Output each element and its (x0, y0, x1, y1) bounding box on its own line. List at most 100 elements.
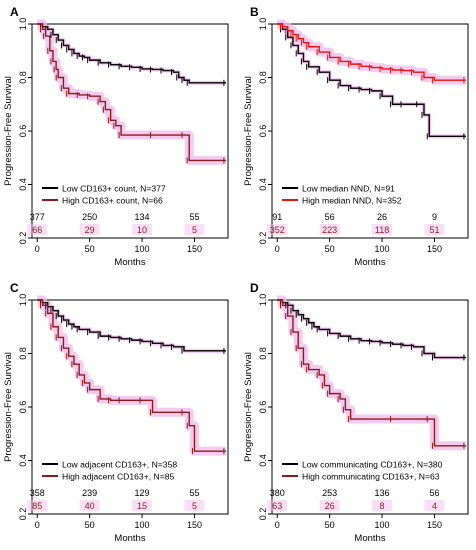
risk-count-highlight (267, 224, 288, 235)
risk-count-high: 40 (85, 501, 95, 511)
x-tick-label: 0 (35, 520, 40, 530)
panel-label: B (250, 5, 259, 19)
risk-count-high: 118 (375, 225, 389, 235)
risk-count-high: 29 (85, 225, 95, 235)
y-tick-label: 0.8 (18, 71, 28, 84)
risk-count-low: 129 (135, 488, 150, 498)
panel-c: C 0 50 100 150 0.2 0.4 0.6 0.8 1.0 Months Progressi… (3, 281, 229, 544)
x-axis-label: Months (354, 533, 385, 544)
risk-count-high: 8 (380, 501, 385, 511)
survival-curve-low (37, 23, 226, 84)
risk-count-low: 9 (432, 212, 437, 222)
confidence-band (37, 295, 226, 456)
risk-count-high: 5 (192, 501, 197, 511)
risk-count-high: 352 (270, 225, 285, 235)
y-axis-label: Progression-Free Survival (243, 352, 254, 462)
risk-count-low: 253 (322, 488, 337, 498)
y-tick-label: 0.6 (258, 401, 268, 414)
x-tick-label: 0 (275, 244, 280, 254)
confidence-band (277, 19, 466, 85)
legend-label-low: Low communicating CD163+, N=380 (302, 460, 443, 470)
risk-count-highlight (79, 224, 100, 235)
y-tick-label: 1.0 (258, 18, 268, 31)
survival-curve-low (277, 23, 466, 138)
survival-curve-high (277, 299, 466, 447)
risk-count-highlight (267, 500, 288, 511)
survival-curve-high (37, 299, 226, 452)
risk-count-high: 51 (429, 225, 439, 235)
x-axis-label: Months (114, 533, 145, 544)
y-tick-label: 0.2 (258, 508, 268, 521)
plot-frame (271, 23, 469, 239)
x-tick-label: 100 (375, 244, 390, 254)
y-axis-label: Progression-Free Survival (243, 76, 254, 186)
y-tick-label: 0.6 (18, 401, 28, 414)
risk-count-high: 85 (32, 501, 42, 511)
risk-count-highlight (79, 500, 100, 511)
risk-count-highlight (27, 224, 48, 235)
legend-label-high: High communicating CD163+, N=63 (302, 472, 440, 482)
risk-count-low: 358 (30, 488, 45, 498)
legend-label-low: Low median NND, N=91 (302, 184, 395, 194)
y-tick-label: 1.0 (18, 294, 28, 307)
risk-count-highlight (184, 500, 205, 511)
risk-count-low: 250 (82, 212, 97, 222)
risk-count-highlight (184, 224, 205, 235)
y-axis-label: Progression-Free Survival (3, 352, 14, 462)
risk-count-high: 5 (192, 225, 197, 235)
risk-count-highlight (424, 224, 445, 235)
x-tick-label: 0 (275, 520, 280, 530)
y-axis-label: Progression-Free Survival (3, 76, 14, 186)
y-tick-label: 0.6 (258, 125, 268, 138)
risk-count-low: 136 (375, 488, 390, 498)
x-tick-label: 0 (35, 244, 40, 254)
panel-b: B 0 50 100 150 0.2 0.4 0.6 0.8 1.0 Months Progressi… (243, 5, 469, 268)
x-tick-label: 100 (135, 520, 150, 530)
risk-count-high: 66 (32, 225, 42, 235)
y-tick-label: 0.4 (18, 178, 28, 191)
y-tick-label: 0.2 (258, 232, 268, 245)
x-tick-label: 150 (427, 244, 442, 254)
risk-count-highlight (319, 500, 340, 511)
x-axis-label: Months (354, 257, 385, 268)
x-tick-label: 50 (85, 520, 95, 530)
panel-a: A 0 50 100 150 0.2 0.4 0.6 0.8 1.0 Months Progressi… (3, 5, 229, 268)
y-tick-label: 1.0 (258, 294, 268, 307)
y-tick-label: 0.4 (258, 454, 268, 467)
legend-label-low: Low adjacent CD163+, N=358 (62, 460, 177, 470)
x-tick-label: 50 (325, 520, 335, 530)
legend-label-high: High CD163+ count, N=66 (62, 196, 163, 206)
x-tick-label: 150 (427, 520, 442, 530)
risk-count-low: 56 (325, 212, 335, 222)
panel-label: D (250, 281, 259, 295)
y-tick-label: 0.4 (258, 178, 268, 191)
y-tick-label: 1.0 (18, 18, 28, 31)
panel-label: C (10, 281, 19, 295)
risk-count-low: 91 (272, 212, 282, 222)
risk-count-low: 55 (189, 212, 199, 222)
risk-count-high: 63 (272, 501, 282, 511)
risk-count-high: 26 (325, 501, 335, 511)
survival-curve-high (37, 23, 226, 162)
y-tick-label: 0.2 (18, 508, 28, 521)
y-tick-label: 0.2 (18, 232, 28, 245)
risk-count-highlight (372, 224, 393, 235)
risk-count-low: 377 (30, 212, 45, 222)
risk-count-high: 15 (137, 501, 147, 511)
risk-count-high: 10 (137, 225, 147, 235)
risk-count-highlight (27, 500, 48, 511)
y-tick-label: 0.8 (258, 71, 268, 84)
legend-label-high_b: High median NND, N=352 (302, 196, 402, 206)
risk-count-low: 55 (189, 488, 199, 498)
risk-count-highlight (319, 224, 340, 235)
x-tick-label: 150 (187, 520, 202, 530)
x-tick-label: 50 (85, 244, 95, 254)
risk-count-low: 134 (135, 212, 150, 222)
survival-curve-low (277, 299, 466, 359)
risk-count-highlight (132, 500, 153, 511)
risk-count-highlight (372, 500, 393, 511)
y-tick-label: 0.8 (18, 347, 28, 360)
x-tick-label: 150 (187, 244, 202, 254)
x-tick-label: 100 (135, 244, 150, 254)
